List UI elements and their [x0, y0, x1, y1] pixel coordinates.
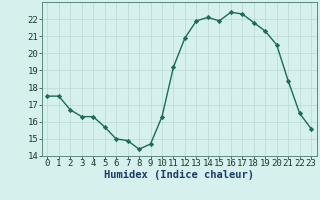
X-axis label: Humidex (Indice chaleur): Humidex (Indice chaleur) — [104, 170, 254, 180]
